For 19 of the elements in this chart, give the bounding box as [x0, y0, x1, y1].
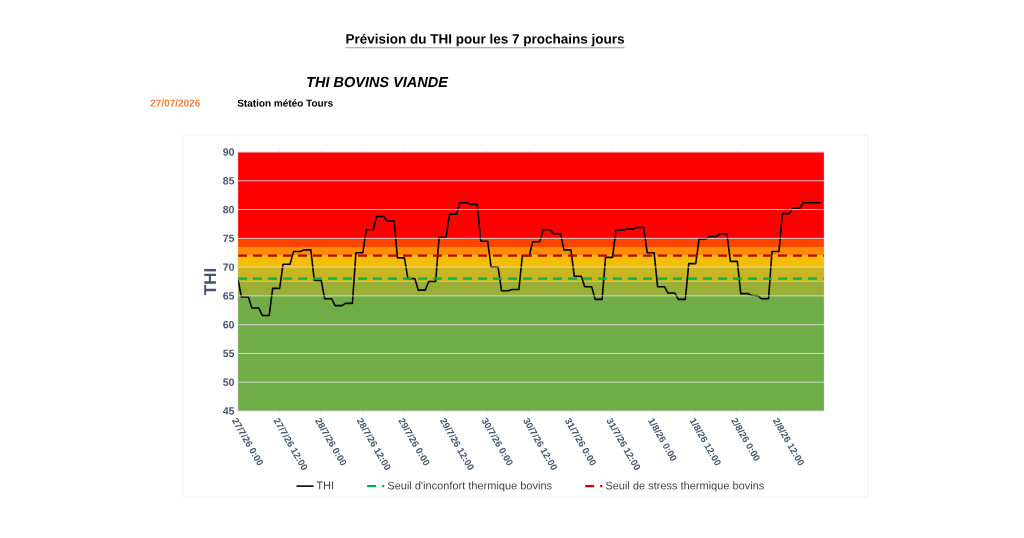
- text: Station météo Tours: [237, 99, 333, 107]
- chart-subtitle: THI BOVINS VIANDE: [307, 76, 449, 88]
- y-tick-label: 85: [223, 177, 235, 185]
- y-tick-label: 90: [223, 148, 235, 156]
- y-tick-label: 75: [223, 234, 235, 242]
- y-tick-label: 70: [223, 263, 235, 271]
- y-axis-title: THI: [204, 268, 216, 295]
- legend-label: THI: [316, 481, 334, 490]
- y-tick-label: 45: [222, 407, 235, 415]
- legend-label: Seuil de stress thermique bovins: [605, 481, 764, 492]
- line-series: [238, 201, 822, 317]
- legend-label: Seuil d'inconfort thermique bovins: [387, 481, 552, 492]
- y-tick-label: 65: [223, 292, 235, 300]
- chart-title: Prévision du THI pour les 7 prochains jours: [346, 33, 624, 47]
- y-tick-label: 80: [223, 205, 235, 214]
- y-tick-label: 50: [223, 378, 235, 386]
- y-tick-label: 55: [223, 349, 235, 358]
- y-tick-label: 60: [223, 320, 235, 329]
- text: 27/07/2026: [150, 99, 200, 107]
